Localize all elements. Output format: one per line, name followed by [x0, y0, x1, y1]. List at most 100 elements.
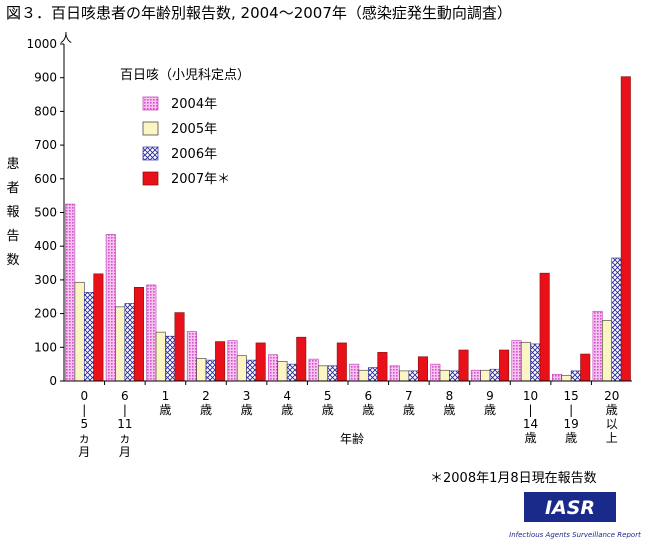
x-category-label: |: [123, 403, 127, 417]
bar-2004年-5: [268, 354, 279, 382]
x-category-label: 7: [405, 389, 413, 403]
bar-2005年-4: [236, 355, 247, 382]
y-tick-label: 800: [34, 104, 57, 118]
x-category-label: 5: [324, 389, 332, 403]
bar-2005年-5: [277, 361, 288, 382]
x-category-label: 歳: [159, 403, 171, 417]
x-category-label: 4: [283, 389, 291, 403]
bar-2007年＊-4: [255, 342, 266, 382]
bar-2006年-9: [449, 370, 460, 382]
y-axis-label-char: 報: [6, 205, 19, 220]
bar-2005年-9: [439, 369, 450, 382]
bar-2007年＊-9: [458, 349, 469, 382]
bar-2007年＊-8: [417, 356, 428, 382]
x-category-label: 歳: [443, 403, 455, 417]
legend-label-2005年: 2005年: [171, 122, 217, 137]
iasr-subtitle: Infectious Agents Surveillance Report: [509, 531, 641, 539]
y-tick-label: 900: [34, 71, 57, 85]
x-axis-title: 年齢: [340, 431, 364, 446]
x-category-label: |: [82, 403, 86, 417]
y-tick-label: 700: [34, 138, 57, 152]
bar-2006年-4: [246, 359, 257, 382]
y-tick-label: 300: [34, 273, 57, 287]
bar-2007年＊-7: [377, 352, 388, 382]
x-category-label: 歳: [606, 403, 618, 417]
x-category-label: 2: [202, 389, 210, 403]
iasr-logo: IASR Infectious Agents Surveillance Repo…: [509, 492, 641, 539]
bar-2006年-1: [124, 303, 135, 382]
bar-2007年＊-0: [93, 273, 104, 382]
bar-2006年-12: [570, 370, 581, 382]
bar-2007年＊-13: [620, 76, 631, 382]
bar-2005年-10: [480, 369, 491, 382]
bar-2004年-10: [470, 369, 481, 382]
y-tick-label: 0: [49, 374, 57, 388]
iasr-logo-text: IASR: [545, 497, 595, 519]
x-category-label: 歳: [565, 431, 577, 445]
footnote: ＊2008年1月8日現在報告数: [430, 471, 597, 486]
y-axis: 0 100 200 300 400 500 600 700 800 900 1000: [26, 37, 64, 388]
chart-title: 図３．百日咳患者の年齢別報告数, 2004～2007年（感染症発生動向調査）: [6, 4, 512, 22]
x-category-label: 歳: [484, 403, 496, 417]
bar-2007年＊-6: [336, 342, 347, 382]
legend-label-2006年: 2006年: [171, 147, 217, 162]
bar-2004年-13: [592, 310, 603, 382]
bar-2004年-12: [552, 373, 563, 382]
x-category-label: 10: [523, 389, 538, 403]
x-category-label: 0: [80, 389, 88, 403]
x-category-label: 14: [523, 417, 538, 431]
bar-2007年＊-3: [215, 341, 226, 382]
x-axis: 0|5ヵ月6|11ヵ月1歳2歳3歳4歳5歳6歳7歳8歳9歳10|14歳15|19…: [78, 381, 619, 459]
bar-2004年-8: [389, 365, 400, 382]
bar-2007年＊-5: [296, 336, 307, 382]
bar-2005年-2: [155, 331, 166, 382]
y-tick-label: 1000: [26, 37, 57, 51]
x-category-label: |: [569, 403, 573, 417]
bar-2005年-6: [318, 365, 329, 382]
x-category-label: ヵ: [78, 431, 90, 445]
bar-2005年-12: [561, 374, 572, 382]
y-axis-label-char: 者: [6, 181, 19, 196]
bar-2007年＊-10: [499, 349, 510, 382]
bar-2005年-11: [520, 341, 531, 382]
bar-2006年-2: [165, 335, 176, 382]
legend-label-2004年: 2004年: [171, 97, 217, 112]
bar-2006年-8: [408, 370, 419, 382]
y-axis-label-char: 数: [6, 253, 19, 268]
y-axis-label-char: 患: [6, 157, 19, 172]
bar-2004年-4: [227, 340, 238, 382]
bar-2006年-13: [611, 257, 622, 382]
legend-swatch-2006年: [142, 146, 159, 161]
bar-2004年-2: [146, 284, 157, 382]
x-category-label: 19: [564, 417, 579, 431]
legend-swatch-2007年＊: [142, 171, 159, 186]
bar-2004年-0: [65, 203, 76, 382]
x-category-label: 歳: [241, 403, 253, 417]
bar-2004年-11: [511, 340, 522, 382]
x-category-label: 3: [243, 389, 251, 403]
bar-2004年-6: [308, 358, 319, 382]
legend-swatch-2005年: [142, 121, 159, 136]
bar-2007年＊-2: [174, 312, 185, 382]
x-category-label: 月: [119, 445, 131, 459]
y-tick-label: 500: [34, 206, 57, 220]
x-category-label: 15: [564, 389, 579, 403]
bar-2005年-1: [115, 306, 126, 382]
legend-title: 百日咳（小児科定点）: [120, 68, 250, 83]
x-category-label: 以: [606, 417, 618, 431]
bar-2006年-0: [83, 292, 94, 382]
x-category-label: 歳: [362, 403, 374, 417]
x-category-label: 6: [121, 389, 129, 403]
x-category-label: 月: [78, 445, 90, 459]
x-category-label: 9: [486, 389, 494, 403]
x-category-label: 6: [364, 389, 372, 403]
bar-2006年-6: [327, 365, 338, 382]
x-category-label: 歳: [281, 403, 293, 417]
bar-2004年-9: [430, 363, 441, 382]
bar-2004年-3: [186, 331, 197, 382]
bar-2005年-7: [358, 369, 369, 382]
x-category-label: 歳: [322, 403, 334, 417]
x-category-label: 歳: [525, 431, 537, 445]
bar-2007年＊-12: [580, 353, 591, 382]
